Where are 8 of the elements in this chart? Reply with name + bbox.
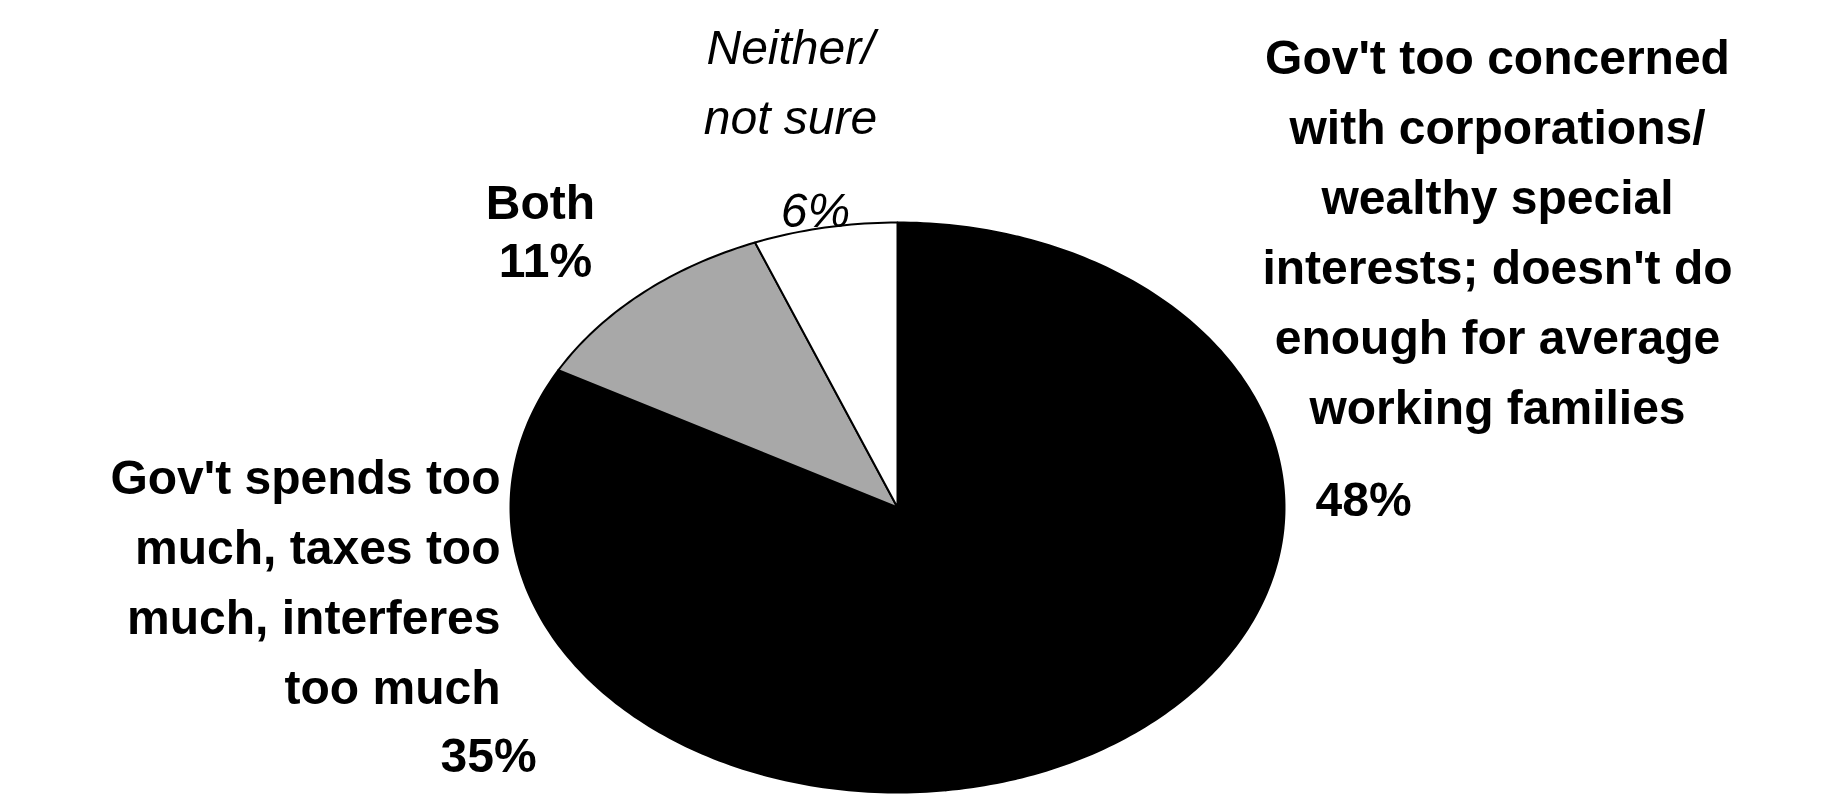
- data-label: 11%: [498, 234, 593, 287]
- slice-label: Both: [485, 175, 596, 229]
- slice-label: Neither/ not sure: [703, 20, 880, 144]
- slice-label: Gov't spends too much, taxes too much, interferes too much: [110, 450, 501, 714]
- data-label: 35%: [440, 729, 537, 782]
- data-label: 6%: [780, 184, 851, 237]
- slice-label: Gov't too concerned with corporations/ wealthy special interests; doesn't do enough for average working families: [1262, 30, 1733, 434]
- data-label: 48%: [1315, 473, 1412, 526]
